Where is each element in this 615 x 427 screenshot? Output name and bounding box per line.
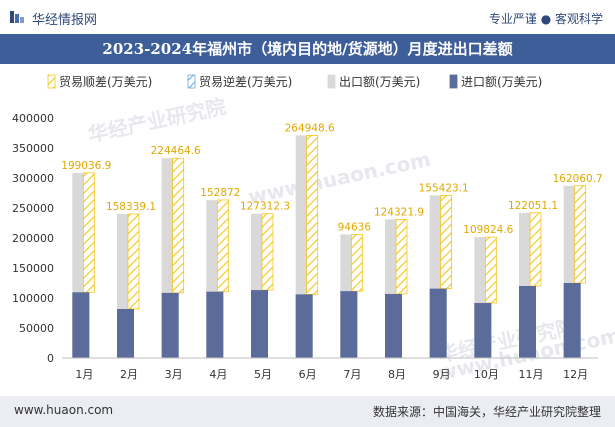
title-bar: 2023-2024年福州市（境内目的地/货源地）月度进出口差额 [0, 34, 615, 64]
footer-bar: www.huaon.com 数据来源：中国海关，华经产业研究院整理 [0, 396, 615, 427]
surplus-data-label-8: 124321.9 [374, 206, 424, 218]
surplus-data-label-12: 162060.7 [553, 173, 603, 185]
import-bar-12 [563, 283, 581, 358]
y-tick-label: 100000 [12, 292, 54, 305]
x-tick-label-10: 10月 [474, 368, 499, 381]
y-tick-label: 250000 [12, 202, 54, 215]
x-tick-label-8: 8月 [388, 368, 406, 381]
surplus-data-label-10: 109824.6 [463, 224, 513, 236]
surplus-bar-7 [350, 233, 363, 292]
x-tick-label-3: 3月 [165, 368, 183, 381]
y-tick-label: 150000 [12, 262, 54, 275]
surplus-bar-4 [216, 199, 229, 293]
import-bar-8 [385, 293, 402, 358]
import-bar-7 [340, 291, 358, 358]
legend-label-4: 进口额(万美元) [461, 75, 542, 89]
surplus-data-label-9: 155423.1 [419, 182, 469, 194]
huajing-logo-icon [10, 11, 24, 23]
x-tick-label-9: 9月 [433, 368, 451, 381]
surplus-bar-2 [127, 213, 140, 310]
watermark-text: www.huaon.com [246, 147, 433, 209]
top-bar: 华经情报网 专业严谨 ● 客观科学 [0, 0, 615, 34]
watermark-text: 华经产业研究院 [86, 94, 228, 147]
x-tick-label-4: 4月 [209, 368, 227, 381]
x-tick-label-11: 11月 [519, 368, 544, 381]
chart-title: 2023-2024年福州市（境内目的地/货源地）月度进出口差额 [102, 40, 513, 58]
import-bar-6 [295, 294, 313, 358]
x-tick-label-7: 7月 [343, 368, 361, 381]
y-tick-label: 0 [47, 352, 54, 365]
surplus-bar-1 [82, 172, 95, 293]
legend-swatch-1 [47, 74, 56, 89]
surplus-bar-11 [529, 212, 542, 287]
legend-label-1: 贸易顺差(万美元) [59, 75, 152, 89]
surplus-data-label-3: 224464.6 [151, 145, 201, 157]
surplus-bar-6 [306, 135, 319, 295]
surplus-bar-9 [440, 194, 453, 290]
y-axis: 0 50000 100000 150000 200000 250000 300000 3500… [12, 112, 54, 365]
brand-name: 华经情报网 [32, 13, 98, 28]
slogan: 专业严谨 ● 客观科学 [488, 12, 603, 26]
surplus-bar-8 [395, 218, 408, 295]
surplus-data-label-4: 152872 [200, 187, 240, 199]
legend-label-2: 贸易逆差(万美元) [199, 74, 292, 89]
y-tick-label: 300000 [12, 172, 54, 185]
x-tick-label-6: 6月 [299, 368, 317, 381]
import-bar-10 [474, 302, 492, 358]
website-link[interactable]: www.huaon.com [14, 403, 114, 417]
x-tick-label-5: 5月 [254, 368, 272, 381]
surplus-bar-10 [484, 236, 497, 304]
y-tick-label: 400000 [12, 112, 54, 125]
y-tick-label: 50000 [19, 322, 54, 335]
import-bar-9 [429, 288, 447, 358]
surplus-data-label-5: 127312.3 [240, 201, 290, 213]
legend: 贸易顺差(万美元) 贸易逆差(万美元) 出口额(万美元) 进口额(万美元) [47, 74, 542, 89]
surplus-bar-12 [574, 185, 587, 284]
import-bar-1 [72, 292, 90, 358]
surplus-data-label-6: 264948.6 [285, 122, 335, 134]
y-tick-label: 200000 [12, 232, 54, 245]
surplus-data-label-2: 158339.1 [106, 201, 156, 213]
legend-swatch-3 [327, 74, 336, 89]
surplus-bar-3 [172, 157, 185, 294]
import-bar-4 [206, 291, 224, 358]
x-tick-label-12: 12月 [563, 368, 588, 381]
data-source: 数据来源：中国海关，华经产业研究院整理 [372, 405, 601, 419]
x-tick-label-1: 1月 [75, 368, 93, 381]
import-bar-3 [161, 292, 179, 358]
legend-swatch-4 [449, 74, 458, 89]
surplus-bar-5 [261, 213, 274, 291]
chart-area: 华经产业研究院www.huaon.com华经产业研究院www.huaon.com… [12, 74, 615, 385]
surplus-data-label-11: 122051.1 [508, 200, 558, 212]
legend-swatch-2 [187, 74, 196, 89]
x-axis: 1月 2月 3月 4月 5月 6月 7月 8月 9月 10月 11月 12月 [62, 357, 598, 381]
y-tick-label: 350000 [12, 142, 54, 155]
x-tick-label-2: 2月 [120, 368, 138, 381]
legend-label-3: 出口额(万美元) [339, 75, 420, 89]
import-bar-5 [251, 290, 268, 358]
import-bar-11 [519, 286, 536, 358]
surplus-data-label-1: 199036.9 [61, 160, 111, 172]
surplus-data-label-7: 94636 [338, 221, 372, 233]
import-bar-2 [117, 308, 134, 358]
